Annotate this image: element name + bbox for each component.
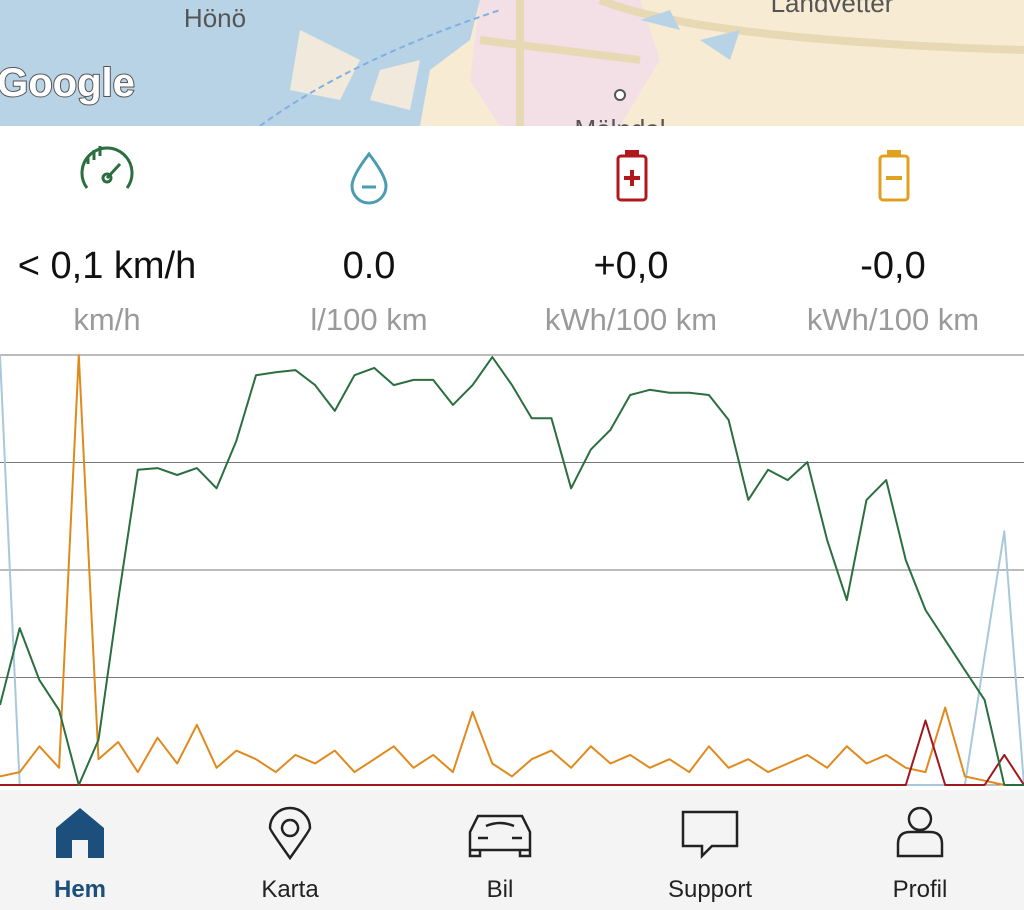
stat-unit: kWh/100 km bbox=[544, 302, 718, 337]
stat-value: 0.0 bbox=[342, 245, 396, 287]
chart bbox=[0, 354, 1024, 786]
support-icon[interactable] bbox=[681, 810, 739, 860]
nav-label[interactable]: Karta bbox=[261, 876, 319, 903]
nav-label[interactable]: Support bbox=[667, 876, 753, 903]
stat-icons bbox=[80, 146, 910, 205]
map-label: Hönö bbox=[184, 3, 246, 33]
stat-unit: kWh/100 km bbox=[806, 302, 980, 337]
map-label: Mölndal bbox=[574, 114, 665, 126]
stat-value: +0,0 bbox=[593, 245, 669, 287]
discharge-icon bbox=[878, 150, 910, 202]
map-attribution: Google bbox=[0, 61, 135, 105]
stat-unit: l/100 km bbox=[310, 302, 428, 337]
stat-value: < 0,1 km/h bbox=[17, 245, 197, 287]
data-line bbox=[0, 354, 1024, 786]
nav-label[interactable]: Bil bbox=[486, 876, 514, 903]
stat-value: -0,0 bbox=[860, 245, 926, 287]
car-icon[interactable] bbox=[468, 814, 532, 858]
profile-icon[interactable] bbox=[896, 806, 944, 858]
map-label: Landvetter bbox=[771, 0, 894, 18]
nav-icons bbox=[56, 806, 944, 861]
home-icon[interactable] bbox=[56, 808, 104, 858]
map-icon[interactable] bbox=[268, 806, 312, 861]
speed-icon bbox=[80, 146, 134, 189]
map: Hönö Landvetter Mölndal Google bbox=[0, 0, 1024, 126]
fuel-icon bbox=[350, 151, 388, 205]
charge-icon bbox=[616, 150, 648, 202]
data-line bbox=[0, 356, 1024, 786]
data-line bbox=[0, 719, 1024, 786]
nav-label[interactable]: Profil bbox=[892, 876, 948, 903]
stat-unit: km/h bbox=[73, 302, 141, 337]
nav-label[interactable]: Hem bbox=[53, 876, 107, 903]
